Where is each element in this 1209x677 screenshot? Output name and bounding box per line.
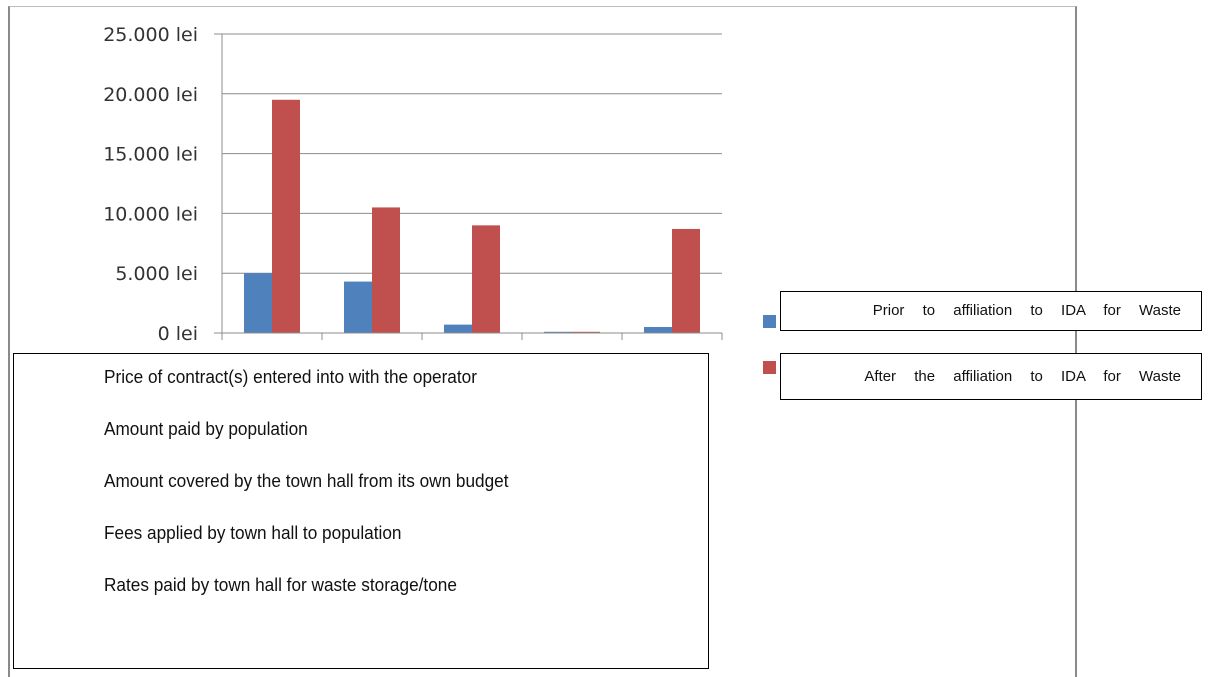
category-label: Price of contract(s) entered into with t… bbox=[104, 366, 477, 387]
category-label: Amount paid by population bbox=[104, 418, 308, 439]
y-tick-label: 5.000 lei bbox=[115, 263, 198, 285]
bar bbox=[272, 99, 300, 333]
bar bbox=[572, 331, 600, 333]
y-tick-label: 20.000 lei bbox=[103, 84, 198, 106]
legend-label-after: After the affiliation to IDA for Waste bbox=[864, 368, 1181, 385]
y-tick-label: 15.000 lei bbox=[103, 144, 198, 166]
bar bbox=[444, 324, 472, 333]
category-list-box: Price of contract(s) entered into with t… bbox=[13, 353, 709, 669]
category-label: Rates paid by town hall for waste storag… bbox=[104, 574, 457, 595]
bar bbox=[472, 225, 500, 333]
legend-swatch-after bbox=[763, 361, 776, 374]
legend-swatch-prior bbox=[763, 315, 776, 328]
legend-label-prior: Prior to affiliation to IDA for Waste bbox=[872, 302, 1181, 319]
category-label: Amount covered by the town hall from its… bbox=[104, 470, 509, 491]
y-tick-label: 10.000 lei bbox=[103, 203, 198, 225]
bar bbox=[672, 228, 700, 333]
bar bbox=[544, 331, 572, 333]
y-tick-label: 0 lei bbox=[158, 323, 198, 345]
category-label: Fees applied by town hall to population bbox=[104, 522, 402, 543]
x-axis bbox=[214, 33, 723, 340]
bar bbox=[344, 281, 372, 333]
gridlines bbox=[222, 33, 722, 274]
bars bbox=[244, 99, 700, 333]
chart-frame bbox=[8, 6, 1077, 677]
y-axis-tick-labels: 0 lei 5.000 lei 10.000 lei 15.000 lei 20.000… bbox=[103, 24, 198, 345]
bar bbox=[244, 273, 272, 333]
bar bbox=[644, 327, 672, 333]
legend-entry-after: After the affiliation to IDA for Waste bbox=[780, 353, 1202, 400]
y-tick-label: 25.000 lei bbox=[103, 24, 198, 46]
legend-entry-prior: Prior to affiliation to IDA for Waste bbox=[780, 291, 1202, 331]
bar bbox=[372, 207, 400, 333]
